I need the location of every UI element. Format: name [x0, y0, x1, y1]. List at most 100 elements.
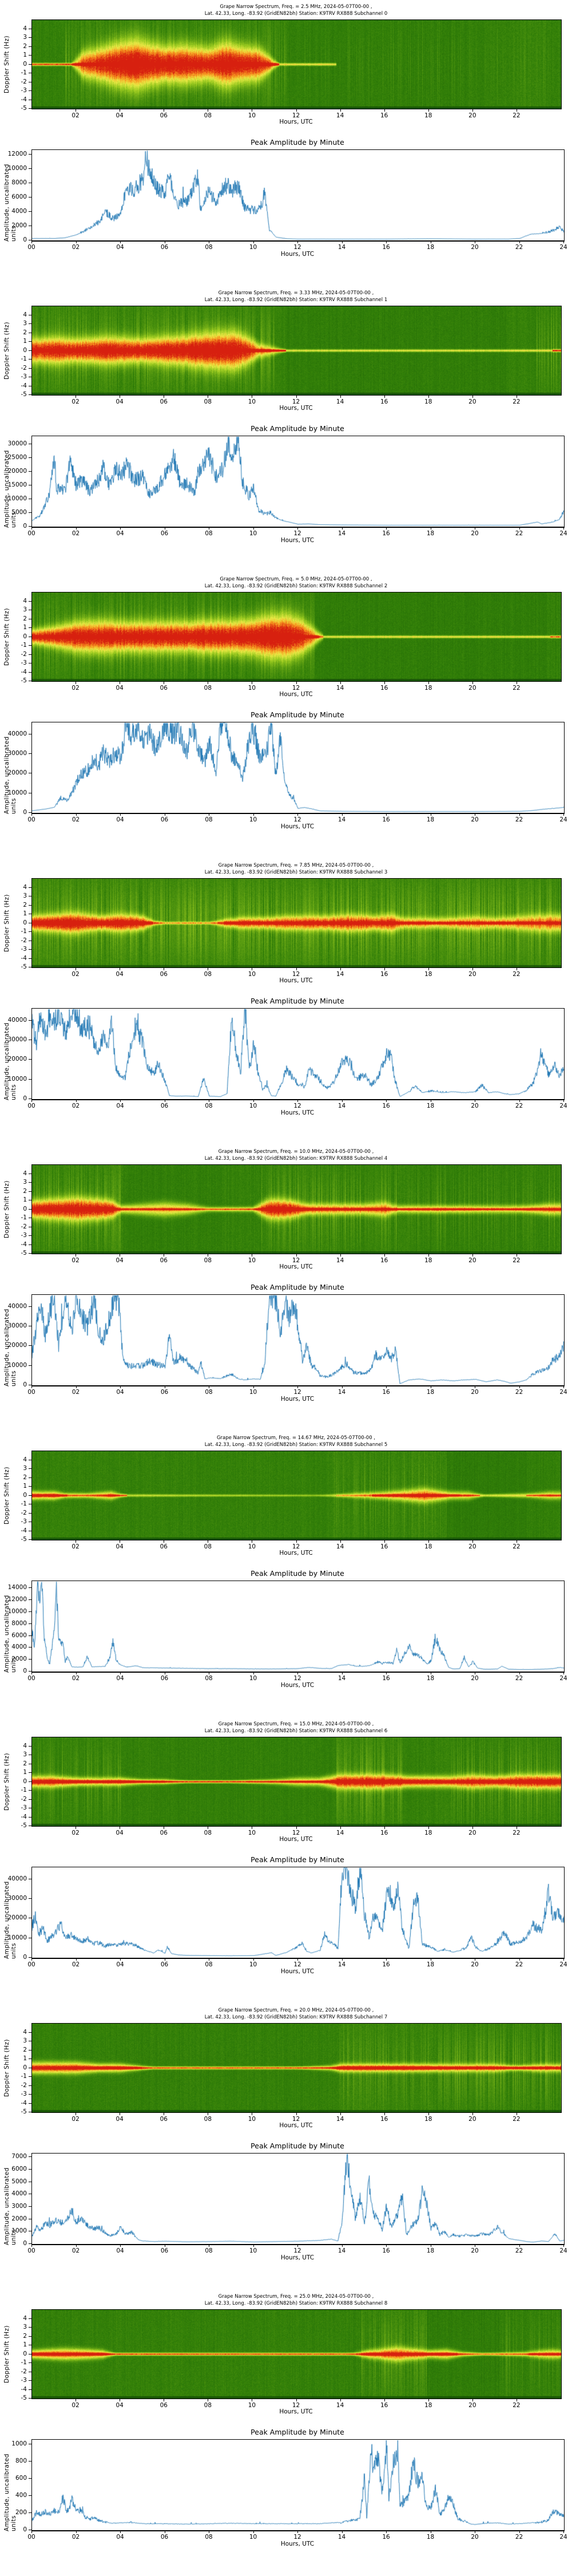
x-tick-mark	[341, 2531, 343, 2533]
spectrogram-title-line2: Lat. 42.33, Long. -83.92 (GridEN82bh) St…	[204, 297, 388, 303]
y-tick-label: -3	[21, 2377, 27, 2384]
y-tick-mark	[29, 471, 31, 472]
y-tick-mark	[29, 1208, 31, 1210]
y-tick-label: 3	[23, 1465, 27, 1472]
x-tick-mark	[253, 527, 254, 530]
x-tick-label: 20	[468, 2402, 476, 2409]
amplitude-title: Peak Amplitude by Minute	[251, 1855, 344, 1864]
x-tick-label: 14	[337, 2534, 346, 2541]
y-tick-mark	[29, 1781, 31, 1782]
amplitude-title: Peak Amplitude by Minute	[251, 2142, 344, 2150]
x-tick-mark	[428, 2113, 429, 2115]
y-tick-label: 0	[23, 1205, 27, 1212]
x-tick-label: 06	[160, 1961, 169, 1968]
x-tick-label: 18	[424, 398, 432, 405]
y-tick-label: 0	[23, 236, 27, 243]
y-tick-label: 14000	[7, 1584, 27, 1591]
y-tick-mark	[29, 958, 31, 959]
x-tick-label: 18	[424, 685, 432, 692]
y-tick-label: 4	[23, 597, 27, 605]
spectrogram-title: Grape Narrow Spectrum, Freq. = 15.0 MHz,…	[31, 1721, 561, 1735]
y-tick-label: 3	[23, 606, 27, 613]
y-tick-label: 0	[23, 1491, 27, 1499]
x-tick-label: 16	[382, 1389, 390, 1396]
x-tick-label: 14	[336, 1830, 344, 1836]
x-tick-mark	[120, 241, 121, 243]
y-tick-label: 0	[23, 60, 27, 68]
x-tick-label: 20	[468, 1257, 476, 1264]
spectrogram-canvas	[31, 1737, 562, 1827]
x-tick-label: 18	[424, 1830, 432, 1836]
x-tick-mark	[563, 1958, 564, 1961]
x-tick-label: 00	[27, 2534, 35, 2541]
x-tick-label: 16	[380, 1830, 388, 1836]
x-tick-label: 20	[468, 1543, 476, 1550]
y-tick-label: 2	[23, 42, 27, 50]
y-tick-mark	[29, 1539, 31, 1540]
x-tick-label: 22	[513, 1543, 521, 1550]
x-tick-label: 06	[160, 971, 168, 978]
y-tick-label: -5	[21, 677, 27, 684]
y-tick-label: -4	[21, 1527, 27, 1534]
x-tick-label: 02	[72, 112, 80, 119]
y-tick-label: 3	[23, 2037, 27, 2044]
x-tick-mark	[76, 527, 77, 530]
x-tick-mark	[472, 109, 473, 112]
x-tick-mark	[76, 1958, 77, 1961]
x-tick-mark	[297, 1672, 298, 1674]
x-tick-mark	[340, 1827, 341, 1829]
y-tick-label: 4	[23, 883, 27, 891]
x-tick-label: 02	[72, 1961, 80, 1968]
x-tick-mark	[341, 527, 343, 530]
x-tick-label: 02	[72, 1389, 80, 1396]
x-tick-label: 04	[116, 1830, 124, 1836]
x-tick-mark	[386, 1958, 387, 1961]
x-tick-mark	[296, 682, 297, 684]
x-tick-label: 10	[248, 2402, 256, 2409]
x-tick-label: 14	[336, 971, 344, 978]
y-tick-mark	[29, 600, 31, 602]
x-tick-mark	[386, 2245, 387, 2247]
y-tick-label: 1	[23, 338, 27, 345]
x-tick-label: 12	[292, 112, 300, 119]
x-tick-mark	[563, 241, 564, 243]
y-tick-mark	[29, 368, 31, 369]
x-tick-label: 00	[27, 1675, 35, 1682]
x-tick-label: 12	[293, 2247, 301, 2254]
x-tick-label: 18	[426, 2247, 435, 2254]
x-tick-mark	[253, 1386, 254, 1388]
y-tick-label: -2	[21, 2368, 27, 2375]
x-tick-label: 20	[468, 971, 476, 978]
x-tick-label: 08	[205, 1103, 213, 1109]
y-tick-label: 0	[23, 633, 27, 640]
y-tick-label: 4000	[11, 1643, 27, 1651]
y-tick-label: -4	[21, 668, 27, 675]
y-tick-mark	[29, 512, 31, 513]
x-tick-mark	[31, 2531, 32, 2533]
x-tick-label: 12	[292, 2116, 300, 2123]
x-tick-mark	[428, 396, 429, 398]
y-tick-label: -4	[21, 2385, 27, 2393]
spectrogram-canvas	[31, 19, 562, 109]
spectrogram-title: Grape Narrow Spectrum, Freq. = 3.33 MHz,…	[31, 290, 561, 303]
x-tick-label: 08	[204, 971, 212, 978]
y-tick-label: -5	[21, 1250, 27, 1257]
x-tick-mark	[384, 2399, 385, 2401]
x-tick-label: 24	[559, 1675, 567, 1682]
x-tick-mark	[386, 1672, 387, 1674]
x-tick-mark	[297, 527, 298, 530]
spectrogram-xlabel: Hours, UTC	[279, 405, 313, 412]
x-tick-label: 02	[72, 971, 80, 978]
spectrogram-title: Grape Narrow Spectrum, Freq. = 2.5 MHz, …	[31, 3, 561, 17]
y-tick-label: 200	[15, 2508, 27, 2516]
x-tick-label: 24	[559, 2534, 567, 2541]
x-tick-mark	[519, 527, 520, 530]
x-tick-mark	[31, 241, 32, 243]
y-tick-label: 8000	[11, 1619, 27, 1627]
y-tick-label: 30000	[7, 1322, 27, 1329]
y-tick-label: 1000	[11, 2440, 27, 2447]
x-tick-mark	[253, 2531, 254, 2533]
x-tick-label: 18	[426, 530, 435, 537]
y-tick-mark	[29, 2495, 31, 2496]
x-tick-label: 20	[471, 1103, 479, 1109]
